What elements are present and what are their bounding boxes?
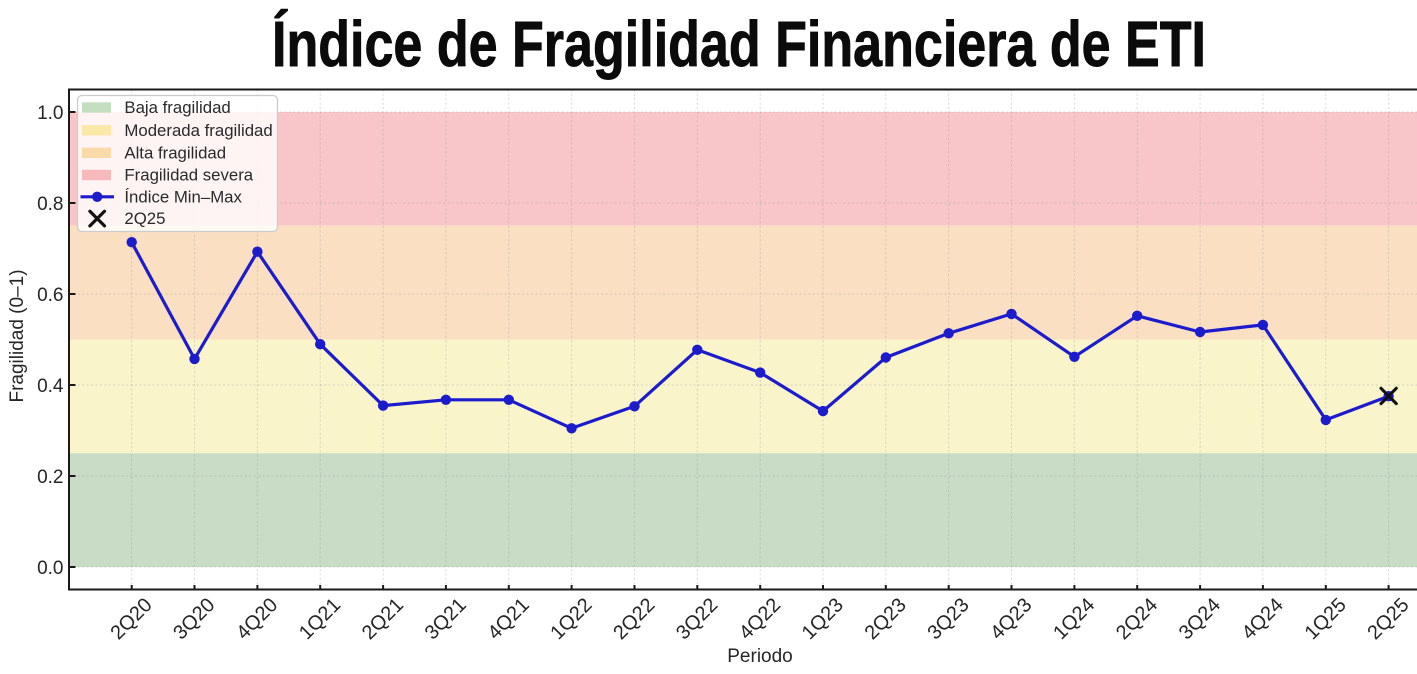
svg-text:4Q23: 4Q23: [986, 594, 1036, 644]
svg-text:2Q25: 2Q25: [1363, 594, 1413, 644]
svg-text:Periodo: Periodo: [727, 646, 793, 667]
svg-text:Índice de Fragilidad Financier: Índice de Fragilidad Financiera de ETI: [272, 8, 1206, 80]
svg-text:2Q24: 2Q24: [1112, 594, 1162, 644]
svg-text:0.8: 0.8: [37, 194, 63, 215]
svg-text:0.2: 0.2: [37, 467, 63, 488]
svg-text:2Q22: 2Q22: [609, 594, 659, 644]
svg-text:4Q20: 4Q20: [232, 594, 282, 644]
svg-text:4Q21: 4Q21: [484, 594, 534, 644]
svg-text:Moderada fragilidad: Moderada fragilidad: [124, 121, 272, 140]
svg-text:1.0: 1.0: [37, 103, 63, 124]
svg-text:4Q24: 4Q24: [1238, 594, 1288, 644]
svg-text:Alta fragilidad: Alta fragilidad: [124, 143, 226, 162]
svg-text:0.6: 0.6: [37, 285, 63, 306]
svg-text:3Q24: 3Q24: [1175, 594, 1225, 644]
svg-text:2Q25: 2Q25: [124, 209, 165, 228]
svg-text:0.0: 0.0: [37, 558, 63, 579]
svg-text:2Q20: 2Q20: [106, 594, 156, 644]
svg-text:2Q23: 2Q23: [861, 594, 911, 644]
svg-text:3Q23: 3Q23: [923, 594, 973, 644]
svg-text:3Q21: 3Q21: [421, 594, 471, 644]
svg-text:1Q22: 1Q22: [546, 594, 596, 644]
svg-text:1Q21: 1Q21: [295, 594, 345, 644]
svg-text:4Q22: 4Q22: [735, 594, 785, 644]
svg-text:2Q21: 2Q21: [358, 594, 408, 644]
svg-text:0.4: 0.4: [37, 376, 64, 397]
svg-text:1Q23: 1Q23: [798, 594, 848, 644]
svg-text:3Q22: 3Q22: [672, 594, 722, 644]
svg-text:3Q20: 3Q20: [169, 594, 219, 644]
svg-text:Fragilidad (0–1): Fragilidad (0–1): [7, 269, 28, 402]
svg-text:1Q24: 1Q24: [1049, 594, 1099, 644]
svg-text:Baja fragilidad: Baja fragilidad: [124, 98, 230, 117]
svg-text:1Q25: 1Q25: [1301, 594, 1351, 644]
svg-text:Fragilidad severa: Fragilidad severa: [124, 166, 253, 185]
svg-text:Índice Min–Max: Índice Min–Max: [124, 187, 242, 206]
